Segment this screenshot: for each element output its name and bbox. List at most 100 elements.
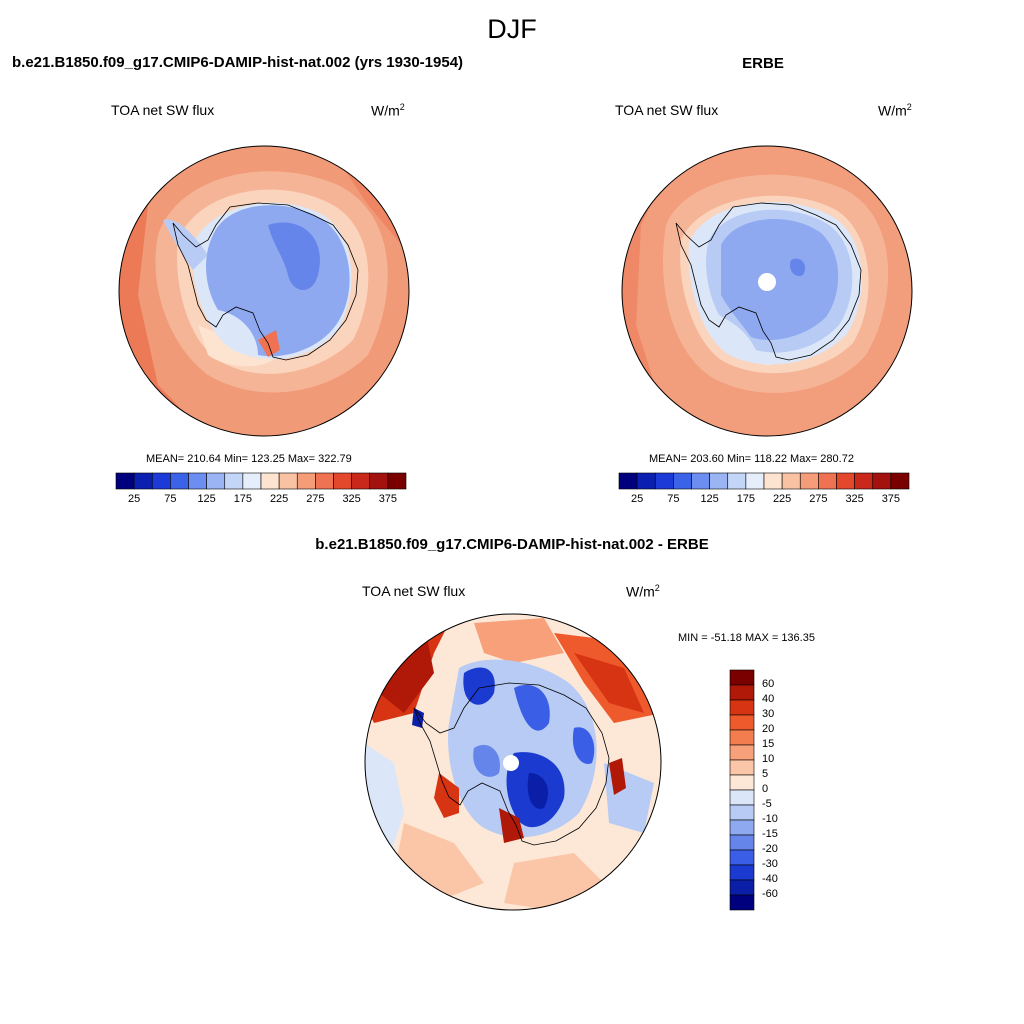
model-colorbar-box [151,472,171,490]
diff-colorbar-label: -60 [762,888,778,900]
obs-colorbar-ticks: 25 75 125 175 225 275 325 375 [619,493,909,507]
diff-colorbar-label: -20 [762,843,778,855]
diff-panel-title: b.e21.B1850.f09_g17.CMIP6-DAMIP-hist-nat… [315,536,709,553]
model-colorbar-tick-label: 75 [164,493,177,505]
model-colorbar-box [224,472,244,490]
model-colorbar-tick-label: 275 [306,493,325,505]
diff-colorbar-label: 30 [762,708,775,720]
model-colorbar-box [115,472,135,490]
diff-colorbar [729,669,755,911]
model-colorbar-tick-label: 225 [269,493,289,505]
model-colorbar-box [242,472,262,490]
diff-coastline [413,682,610,846]
obs-colorbar-box [836,472,855,490]
model-colorbar-tick-label: 325 [342,493,361,505]
diff-colorbar-box [729,774,755,791]
obs-colorbar-tick-label: 275 [809,493,828,505]
model-colorbar-box [188,472,207,490]
model-colorbar-box [296,472,316,490]
model-colorbar-box [369,472,389,490]
diff-colorbar-label: 15 [762,738,775,750]
obs-units-label: W/m2 [878,102,912,119]
diff-colorbar-box [729,684,755,701]
model-colorbar-box [260,472,280,490]
diff-stats: MIN = -51.18 MAX = 136.35 [678,632,815,644]
diff-colorbar-box [729,804,755,821]
diff-colorbar-label: 0 [762,783,769,795]
model-colorbar-box [387,472,407,490]
obs-colorbar-box [799,472,819,490]
obs-colorbar-tick-label: 25 [631,493,644,505]
diff-colorbar-box [729,669,755,686]
obs-colorbar [618,472,910,490]
diff-colorbar-box [729,894,755,911]
obs-colorbar-box [709,472,729,490]
obs-colorbar-box [745,472,765,490]
diff-colorbar-box [729,849,755,866]
diff-colorbar-box [729,759,755,776]
obs-colorbar-tick-label: 75 [667,493,680,505]
diff-units-label: W/m2 [626,583,660,600]
diff-colorbar-box [729,819,755,836]
model-colorbar-box [351,472,371,490]
diff-colorbar-box [729,864,755,881]
obs-colorbar-box [673,472,692,490]
diff-colorbar-box [729,744,755,761]
diff-colorbar-label: 10 [762,753,775,765]
obs-variable-label: TOA net SW flux [615,102,719,118]
diff-colorbar-label: -40 [762,873,778,885]
diff-polar-map [364,613,662,911]
model-colorbar-box [206,472,226,490]
diff-colorbar-box [729,789,755,806]
model-panel-title: b.e21.B1850.f09_g17.CMIP6-DAMIP-hist-nat… [12,54,464,71]
obs-colorbar-box [818,472,837,490]
main-title: DJF [487,14,537,44]
obs-colorbar-box [872,472,892,490]
obs-colorbar-box [727,472,747,490]
diff-colorbar-label: 5 [762,768,769,780]
obs-colorbar-box [636,472,656,490]
model-colorbar-box [278,472,298,490]
diff-colorbar-box [729,699,755,716]
diff-colorbar-box [729,714,755,731]
obs-stats: MEAN= 203.60 Min= 118.22 Max= 280.72 [649,453,854,465]
model-stats: MEAN= 210.64 Min= 123.25 Max= 322.79 [146,453,352,465]
obs-colorbar-tick-label: 175 [736,493,756,505]
obs-colorbar-box [654,472,674,490]
diff-colorbar-label: -30 [762,858,778,870]
obs-colorbar-tick-label: 125 [700,493,719,505]
model-colorbar-box [133,472,153,490]
model-colorbar-box [333,472,352,490]
diff-colorbar-box [729,879,755,896]
model-polar-map [118,145,410,437]
model-variable-label: TOA net SW flux [111,102,215,118]
obs-colorbar-tick-label: 225 [772,493,792,505]
obs-colorbar-box [618,472,638,490]
diff-colorbar-label: -5 [762,798,772,810]
model-colorbar-ticks: 25 75 125 175 225 275 325 375 [116,493,406,507]
obs-colorbar-box [691,472,710,490]
obs-colorbar-box [781,472,801,490]
model-colorbar-tick-label: 125 [197,493,216,505]
obs-colorbar-tick-label: 375 [881,493,901,505]
obs-polar-map [621,145,913,437]
model-units-label: W/m2 [371,102,405,119]
obs-colorbar-box [763,472,783,490]
model-colorbar-tick-label: 175 [233,493,253,505]
obs-panel-title: ERBE [742,55,784,72]
obs-colorbar-tick-label: 325 [845,493,864,505]
model-colorbar-box [170,472,189,490]
model-colorbar-tick-label: 25 [128,493,141,505]
obs-coastline [675,202,862,361]
model-colorbar-box [315,472,334,490]
diff-colorbar-label: 60 [762,678,775,690]
diff-colorbar-label: 40 [762,693,775,705]
obs-colorbar-box [890,472,910,490]
obs-colorbar-box [854,472,874,490]
diff-colorbar-label: -10 [762,813,778,825]
model-colorbar-tick-label: 375 [378,493,398,505]
diff-colorbar-box [729,729,755,746]
diff-colorbar-box [729,834,755,851]
diff-colorbar-label: -15 [762,828,778,840]
diff-colorbar-labels: 60 40 30 20 15 10 5 0 -5 -10 -15 -20 -30 -40 -60 [762,670,802,910]
